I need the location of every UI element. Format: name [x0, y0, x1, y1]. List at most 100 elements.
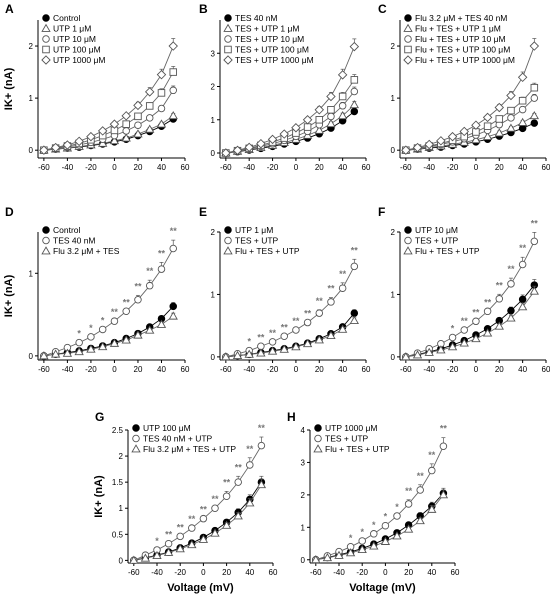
data-point [517, 302, 528, 311]
data-point [97, 126, 108, 136]
legend-label: Flu + TES + UTP [235, 246, 300, 256]
data-point [198, 534, 209, 543]
data-point [199, 514, 208, 523]
legend-marker [42, 236, 50, 245]
data-point [157, 104, 166, 113]
data-point [50, 142, 61, 153]
significance-marker: ** [351, 245, 359, 255]
x-tick-label: 0 [112, 163, 117, 172]
x-tick-label: 0 [383, 568, 388, 577]
legend-marker [224, 236, 232, 245]
x-tick-label: -20 [447, 365, 459, 374]
legend-marker [314, 424, 322, 432]
significance-marker: ** [316, 296, 324, 306]
legend-label: TES + UTP [415, 236, 459, 246]
data-point [518, 96, 527, 105]
y-tick-label: 3 [301, 458, 306, 467]
x-tick-label: -40 [243, 163, 255, 172]
legend-marker [314, 434, 322, 443]
series-line [315, 494, 444, 561]
legend-marker [224, 45, 232, 54]
data-point [349, 41, 360, 52]
x-axis-title: Voltage (mV) [349, 582, 416, 594]
data-point [412, 350, 423, 359]
x-tick-label: -20 [447, 163, 459, 172]
data-point [518, 105, 527, 114]
legend-label: Flu + TES + UTP 1000 μM [415, 55, 515, 65]
legend-marker [41, 246, 51, 255]
data-point [357, 544, 367, 554]
data-point [163, 547, 174, 556]
data-point [280, 332, 288, 341]
y-tick-label: 0 [391, 353, 396, 362]
y-tick-label: 1 [29, 94, 34, 103]
x-tick-label: 40 [518, 163, 527, 172]
data-point [424, 139, 434, 150]
x-tick-label: -40 [62, 163, 74, 172]
data-point [483, 307, 492, 316]
series-line [43, 90, 174, 151]
data-point [86, 131, 96, 142]
data-point [494, 128, 504, 137]
significance-marker: ** [304, 309, 312, 319]
data-point [334, 550, 344, 559]
y-tick-label: 0 [29, 146, 34, 155]
data-point [471, 134, 481, 144]
legend-label: Flu + TES + UTP 10 μM [415, 34, 506, 44]
data-point [221, 352, 231, 361]
data-point [133, 100, 143, 111]
data-point [436, 345, 446, 354]
series-line [405, 97, 535, 151]
legend-marker [42, 45, 50, 54]
data-point [314, 125, 324, 134]
legend-marker [131, 444, 141, 453]
y-tick-label: 2 [391, 42, 396, 51]
series-line [405, 291, 535, 358]
significance-marker: * [247, 337, 251, 347]
x-tick-label: 20 [134, 365, 143, 374]
data-point [244, 142, 254, 153]
y-axis-title: IK+ (nA) [3, 67, 15, 110]
significance-marker: ** [177, 522, 185, 532]
legend-marker [223, 23, 233, 32]
y-tick-label: 0 [119, 556, 124, 565]
x-tick-label: 60 [362, 163, 371, 172]
data-point [267, 346, 278, 355]
legend-marker [223, 246, 233, 255]
data-point [75, 338, 83, 347]
y-tick-label: 0.5 [112, 530, 124, 539]
y-tick-label: 2 [119, 452, 124, 461]
data-point [471, 120, 481, 130]
data-point [459, 126, 469, 137]
y-tick-label: 1 [301, 523, 306, 532]
data-point [495, 295, 504, 303]
data-point [530, 83, 539, 92]
data-point [291, 342, 301, 351]
significance-marker: * [372, 520, 376, 530]
data-point [156, 319, 167, 328]
data-point [337, 110, 348, 120]
significance-marker: ** [496, 280, 504, 290]
x-tick-label: -20 [356, 568, 368, 577]
significance-marker: ** [188, 514, 196, 524]
data-point [62, 140, 73, 150]
data-point [246, 461, 254, 469]
x-tick-label: 20 [134, 163, 143, 172]
series-line [405, 241, 535, 358]
series-line [225, 104, 355, 154]
data-point [358, 537, 366, 545]
legend-label: UTP 10 μM [53, 34, 96, 44]
legend-label: UTP 1 μM [53, 24, 91, 34]
data-point [152, 550, 162, 560]
x-axis-title: Voltage (mV) [167, 582, 234, 594]
significance-marker: ** [165, 530, 173, 540]
y-tick-label: 2 [391, 228, 396, 237]
legend-marker [403, 23, 413, 32]
data-point [518, 260, 527, 269]
data-point [74, 136, 84, 147]
legend-marker [404, 45, 412, 54]
x-tick-label: 0 [474, 163, 479, 172]
x-tick-label: 40 [338, 365, 347, 374]
